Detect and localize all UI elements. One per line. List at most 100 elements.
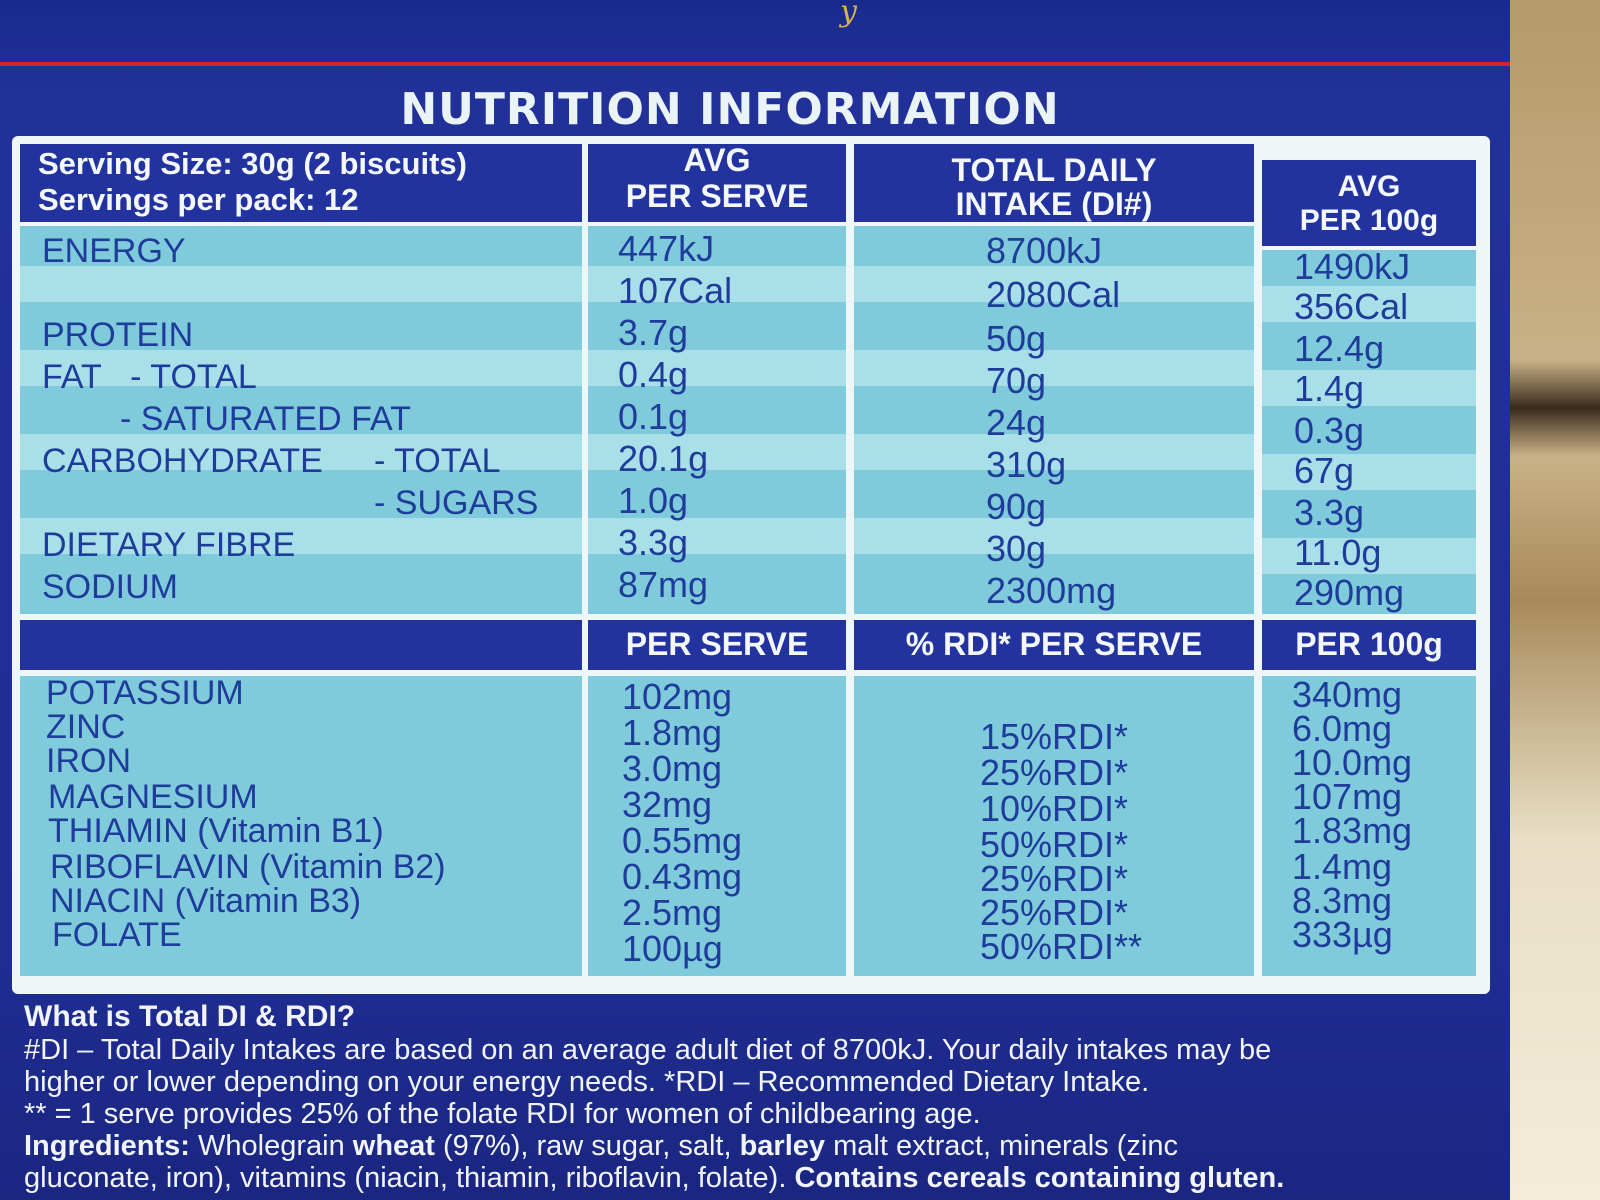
di-energy-cal: 2080Cal <box>986 274 1121 315</box>
col-per-serve: PER SERVE <box>625 178 809 214</box>
serve-fibre: 3.3g <box>618 522 689 563</box>
minerals-header-blank <box>20 620 582 670</box>
red-divider-line <box>0 62 1510 66</box>
mineral-serve-col <box>588 676 846 976</box>
mineral-potassium: POTASSIUM <box>46 674 244 712</box>
di-sugars: 90g <box>986 486 1047 527</box>
nutrient-dietary-fibre: DIETARY FIBRE <box>42 526 296 564</box>
mineral-per100-zinc: 6.0mg <box>1292 708 1393 749</box>
ingredients-part-a: Wholegrain <box>189 1130 353 1162</box>
per100-fibre: 11.0g <box>1294 532 1382 573</box>
mineral-names-col <box>20 676 582 976</box>
mineral-rdi-zinc: 15%RDI* <box>980 716 1129 757</box>
mineral-serve-magnesium: 32mg <box>622 784 713 825</box>
di-fibre: 30g <box>986 528 1047 569</box>
di-values-col <box>854 226 1254 614</box>
mineral-rdi-iron: 25%RDI* <box>980 752 1129 793</box>
footer-ingredients: Ingredients: Wholegrain wheat (97%), raw… <box>24 1130 1178 1163</box>
mineral-per100-niacin: 8.3mg <box>1292 880 1393 921</box>
mineral-rdi-thiamin: 50%RDI* <box>980 824 1129 865</box>
serve-energy-cal: 107Cal <box>618 270 733 311</box>
mineral-per100-folate: 333µg <box>1292 914 1393 955</box>
mineral-serve-folate: 100µg <box>622 928 723 969</box>
mineral-riboflavin: RIBOFLAVIN (Vitamin B2) <box>50 848 446 886</box>
per100-energy-cal: 356Cal <box>1294 286 1409 327</box>
mineral-per100-iron: 10.0mg <box>1292 742 1413 783</box>
per100-energy-kj: 1490kJ <box>1294 246 1411 287</box>
col-avg: AVG <box>683 142 751 178</box>
mineral-serve-iron: 3.0mg <box>622 748 723 789</box>
serve-saturated-fat: 0.1g <box>618 396 689 437</box>
per100-fat-total: 1.4g <box>1294 368 1365 409</box>
di-saturated-fat: 24g <box>986 402 1047 443</box>
serve-values-col <box>588 226 846 614</box>
nutrient-carbohydrate: CARBOHYDRATE <box>42 442 323 480</box>
mineral-serve-potassium: 102mg <box>622 676 733 717</box>
ingredients-part-e: malt extract, minerals (zinc <box>825 1130 1178 1162</box>
servings-per-pack: Servings per pack: 12 <box>38 182 359 217</box>
nutrient-saturated-fat: - SATURATED FAT <box>120 400 411 438</box>
per100-protein: 12.4g <box>1294 328 1385 369</box>
serving-header <box>20 144 582 222</box>
nutrient-fat-total: FAT - TOTAL <box>42 358 257 396</box>
mineral-niacin: NIACIN (Vitamin B3) <box>50 882 362 920</box>
footer-line-2: higher or lower depending on your energy… <box>24 1066 1150 1098</box>
per100-sodium: 290mg <box>1294 572 1405 613</box>
per-serve-header <box>588 620 846 670</box>
serve-energy-kj: 447kJ <box>618 228 715 269</box>
mineral-rdi-niacin: 25%RDI* <box>980 892 1129 933</box>
total-di-header <box>854 144 1254 222</box>
serve-fat-total: 0.4g <box>618 354 689 395</box>
ingredients-line-5a: gluconate, iron), vitamins (niacin, thia… <box>24 1162 795 1194</box>
ingredients-part-c: (97%), raw sugar, salt, <box>434 1130 740 1162</box>
serving-size: Serving Size: 30g (2 biscuits) <box>38 146 467 181</box>
mineral-per100-potassium: 340mg <box>1292 674 1403 715</box>
footer-line-5: gluconate, iron), vitamins (niacin, thia… <box>24 1162 1284 1195</box>
mineral-rdi-col <box>854 676 1254 976</box>
page-title: NUTRITION INFORMATION <box>400 84 1060 135</box>
col-intake-di: INTAKE (DI#) <box>955 186 1153 222</box>
col2-per-100g: PER 100g <box>1295 626 1443 662</box>
mineral-serve-zinc: 1.8mg <box>622 712 723 753</box>
mineral-folate: FOLATE <box>52 916 182 954</box>
mineral-zinc: ZINC <box>46 708 126 746</box>
avg-serve-header <box>588 144 846 222</box>
per-100g-header <box>1262 620 1476 670</box>
col-avg-2: AVG <box>1337 170 1401 203</box>
per100-saturated-fat: 0.3g <box>1294 410 1365 451</box>
gluten-warning: Contains cereals containing gluten. <box>794 1162 1285 1194</box>
di-protein: 50g <box>986 318 1047 359</box>
mineral-rdi-riboflavin: 25%RDI* <box>980 858 1129 899</box>
per100-sugars: 3.3g <box>1294 492 1365 533</box>
mineral-iron: IRON <box>46 742 131 780</box>
nutrient-carb-total: - TOTAL <box>374 442 501 480</box>
per100-values-col <box>1262 250 1476 614</box>
ingredients-wheat: wheat <box>352 1130 435 1162</box>
footer-line-1: #DI – Total Daily Intakes are based on a… <box>24 1034 1272 1066</box>
mineral-per100-col <box>1262 676 1476 976</box>
mineral-serve-niacin: 2.5mg <box>622 892 723 933</box>
footer-line-3: ** = 1 serve provides 25% of the folate … <box>24 1098 981 1130</box>
di-fat-total: 70g <box>986 360 1047 401</box>
di-sodium: 2300mg <box>986 570 1117 611</box>
avg-100g-header <box>1262 160 1476 246</box>
serve-sugars: 1.0g <box>618 480 689 521</box>
di-energy-kj: 8700kJ <box>986 230 1103 271</box>
background-surface <box>1505 0 1600 1200</box>
nutrient-names-col <box>20 226 582 614</box>
col-total-daily: TOTAL DAILY <box>951 152 1157 188</box>
mineral-serve-riboflavin: 0.43mg <box>622 856 743 897</box>
mineral-serve-thiamin: 0.55mg <box>622 820 743 861</box>
nutrient-protein: PROTEIN <box>42 316 194 354</box>
footer-heading: What is Total DI & RDI? <box>24 1000 356 1033</box>
mineral-thiamin: THIAMIN (Vitamin B1) <box>48 812 384 850</box>
per100-carb-total: 67g <box>1294 450 1355 491</box>
nutrient-carb-sugars: - SUGARS <box>374 484 539 522</box>
col2-per-serve: PER SERVE <box>625 626 809 662</box>
ingredients-barley: barley <box>739 1130 826 1162</box>
nutrient-sodium: SODIUM <box>42 568 178 606</box>
serve-sodium: 87mg <box>618 564 709 605</box>
nutrition-table: Serving Size: 30g (2 biscuits) Servings … <box>12 136 1490 994</box>
serve-protein: 3.7g <box>618 312 689 353</box>
mineral-rdi-magnesium: 10%RDI* <box>980 788 1129 829</box>
